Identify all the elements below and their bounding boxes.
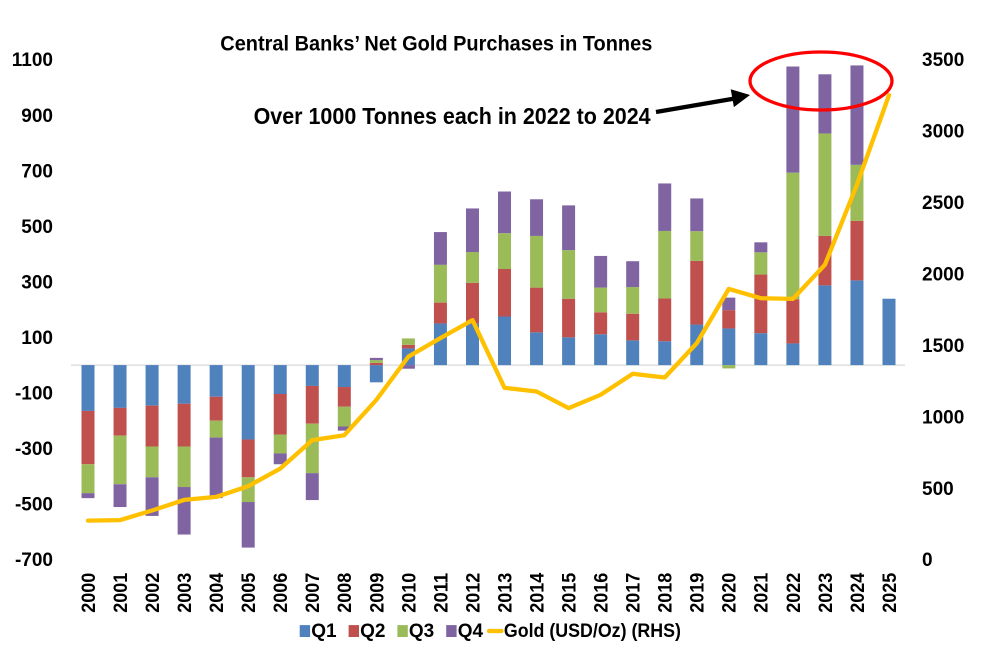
svg-text:700: 700 (21, 161, 53, 182)
svg-text:2007: 2007 (303, 573, 324, 613)
svg-text:Q1: Q1 (311, 621, 337, 642)
svg-text:2019: 2019 (688, 573, 709, 613)
svg-text:2008: 2008 (335, 573, 356, 613)
svg-text:1100: 1100 (12, 50, 53, 71)
svg-text:-300: -300 (15, 439, 53, 460)
svg-text:2023: 2023 (816, 573, 837, 613)
svg-text:2022: 2022 (784, 573, 805, 613)
svg-text:Gold (USD/Oz) (RHS): Gold (USD/Oz) (RHS) (504, 621, 681, 642)
svg-text:2017: 2017 (624, 573, 645, 613)
svg-text:Q3: Q3 (409, 621, 434, 642)
svg-text:2011: 2011 (431, 572, 452, 612)
svg-text:-700: -700 (15, 550, 53, 571)
svg-text:300: 300 (21, 272, 53, 293)
svg-text:-100: -100 (15, 384, 53, 405)
svg-text:100: 100 (21, 328, 53, 349)
svg-text:2015: 2015 (560, 572, 581, 612)
svg-text:Q2: Q2 (360, 621, 385, 642)
svg-text:2018: 2018 (656, 573, 677, 613)
svg-text:500: 500 (21, 217, 53, 238)
svg-text:3000: 3000 (922, 122, 964, 143)
svg-text:3500: 3500 (922, 50, 964, 71)
svg-text:0: 0 (922, 550, 933, 571)
svg-text:1000: 1000 (922, 407, 964, 428)
svg-text:-500: -500 (15, 495, 53, 516)
svg-text:2025: 2025 (880, 572, 901, 612)
svg-text:Over 1000 Tonnes each in 2022: Over 1000 Tonnes each in 2022 to 2024 (254, 103, 651, 129)
svg-text:2000: 2000 (922, 265, 964, 286)
svg-text:2014: 2014 (528, 572, 549, 612)
svg-text:900: 900 (21, 106, 53, 127)
svg-text:2021: 2021 (752, 572, 773, 612)
svg-text:2020: 2020 (720, 573, 741, 613)
svg-text:Q4: Q4 (458, 621, 484, 642)
svg-text:2009: 2009 (367, 573, 388, 613)
svg-text:2006: 2006 (271, 573, 292, 613)
svg-text:2016: 2016 (592, 573, 613, 613)
svg-text:2001: 2001 (111, 572, 132, 612)
svg-text:2010: 2010 (399, 573, 420, 613)
svg-text:2003: 2003 (175, 573, 196, 613)
svg-text:500: 500 (922, 479, 954, 500)
svg-text:2004: 2004 (207, 572, 228, 612)
svg-text:Central Banks’ Net Gold Purcha: Central Banks’ Net Gold Purchases in Ton… (220, 32, 652, 56)
svg-text:1500: 1500 (922, 336, 964, 357)
svg-text:2005: 2005 (239, 572, 260, 612)
svg-text:2002: 2002 (143, 573, 164, 613)
svg-text:2024: 2024 (848, 572, 869, 612)
svg-text:2000: 2000 (79, 573, 100, 613)
svg-text:2012: 2012 (463, 573, 484, 613)
svg-text:2013: 2013 (495, 573, 516, 613)
svg-text:2500: 2500 (922, 193, 964, 214)
